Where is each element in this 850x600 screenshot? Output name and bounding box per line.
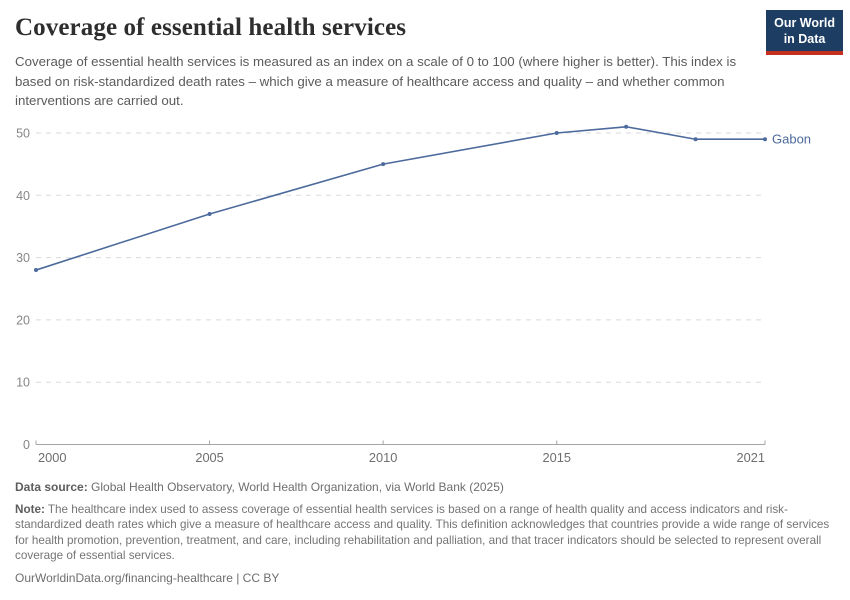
series-end-label: Gabon (772, 132, 811, 147)
note-text: The healthcare index used to assess cove… (15, 503, 830, 562)
y-axis-tick-label: 40 (16, 189, 30, 203)
x-axis-tick-label: 2021 (737, 450, 765, 465)
data-point (693, 137, 698, 142)
data-point (763, 137, 767, 142)
note-line: Note: The healthcare index used to asses… (15, 502, 837, 563)
series-line (35, 125, 765, 271)
x-axis-tick-label: 2010 (369, 450, 397, 465)
data-point (381, 162, 386, 167)
x-axis-tick-label: 2005 (195, 450, 223, 465)
chart-footer: Data source: Global Health Observatory, … (15, 479, 837, 585)
y-axis-tick-label: 30 (16, 251, 30, 265)
owid-logo: Our World in Data (766, 10, 843, 55)
chart-subtitle: Coverage of essential health services is… (15, 54, 737, 109)
page-title: Coverage of essential health services (15, 14, 407, 41)
data-source-line: Data source: Global Health Observatory, … (15, 479, 837, 495)
data-point (207, 211, 212, 216)
data-point (624, 124, 629, 129)
data-source-text: Global Health Observatory, World Health … (87, 480, 504, 494)
data-point (34, 268, 38, 273)
citation-line: OurWorldinData.org/financing-healthcare … (15, 571, 280, 585)
x-axis-tick-label: 2015 (542, 450, 570, 465)
owid-logo-line1: Our World (774, 16, 835, 30)
y-axis-tick-label: 50 (16, 127, 30, 141)
y-axis-tick-label: 0 (23, 438, 30, 452)
x-axis-tick-label: 2000 (38, 450, 66, 465)
owid-logo-line2: in Data (783, 32, 826, 47)
note-label: Note: (15, 503, 45, 517)
data-point (554, 131, 559, 135)
y-axis-tick-label: 20 (16, 313, 30, 327)
data-source-label: Data source: (15, 480, 88, 494)
y-axis-tick-label: 10 (16, 376, 30, 390)
